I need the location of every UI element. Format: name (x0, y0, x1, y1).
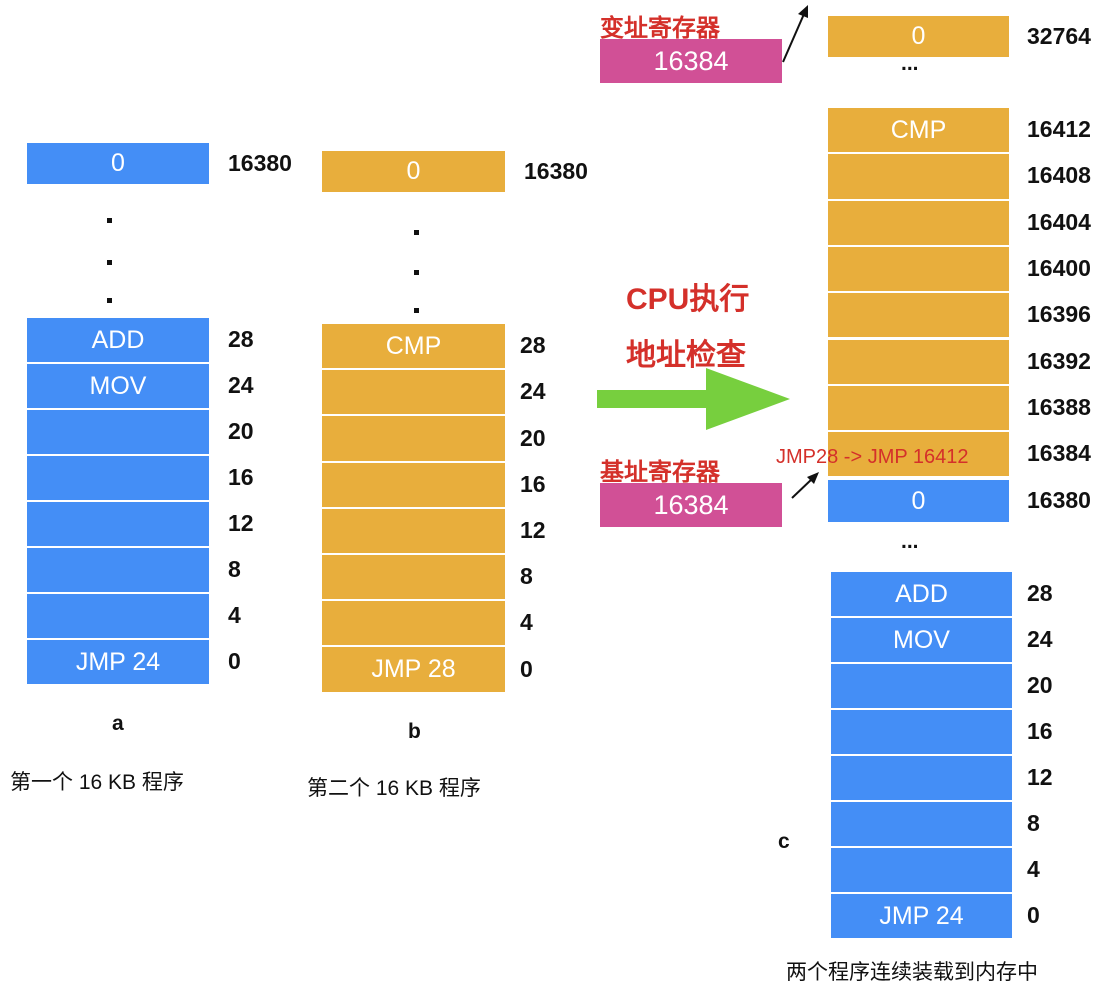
program-b-top-address: 16380 (524, 157, 588, 184)
program-a-cell (27, 594, 209, 640)
memory-upper-address: 16392 (1027, 347, 1091, 374)
program-b-cell (322, 370, 505, 417)
program-b-cell (322, 601, 505, 648)
ellipsis-dot (414, 230, 419, 235)
caption-a: 第一个 16 KB 程序 (10, 771, 184, 794)
memory-top-cell: 0 (828, 16, 1009, 59)
program-b-cell (322, 462, 505, 509)
memory-lower-cell (831, 664, 1012, 710)
memory-lower-cell: MOV (831, 618, 1012, 664)
memory-boundary-address: 16380 (1027, 487, 1091, 513)
program-a-address: 12 (228, 510, 254, 536)
memory-upper-cell (828, 200, 1009, 247)
memory-upper-cell (828, 432, 1009, 479)
memory-upper-cell: CMP (828, 108, 1009, 155)
memory-upper-address: 16400 (1027, 255, 1091, 282)
program-b-address: 8 (520, 563, 533, 590)
program-a-address: 20 (228, 418, 254, 444)
program-b-address: 28 (520, 332, 546, 359)
program-a-cell (27, 502, 209, 548)
memory-top-address: 32764 (1027, 22, 1091, 49)
relocation-note: JMP28 -> JMP 16412 (776, 446, 969, 468)
green-arrow (597, 368, 790, 430)
program-a-top-address: 16380 (228, 149, 292, 176)
program-a-address: 8 (228, 556, 241, 582)
base-pointer-arrow (791, 472, 819, 499)
memory-lower-cell (831, 848, 1012, 894)
limit-register: 16384 (600, 39, 782, 83)
program-b-cell (322, 508, 505, 555)
memory-lower-cell (831, 710, 1012, 756)
ellipsis-dot (107, 298, 112, 303)
program-b-address: 0 (520, 655, 533, 682)
memory-lower-address: 12 (1027, 764, 1053, 790)
memory-upper-cell (828, 246, 1009, 294)
label-b: b (408, 720, 421, 743)
caption-c: 两个程序连续装载到内存中 (786, 961, 1038, 984)
program-a-cell: ADD (27, 318, 209, 364)
program-a-cell: MOV (27, 364, 209, 410)
limit-register-label: 变址寄存器 (600, 15, 720, 42)
memory-upper-address: 16404 (1027, 208, 1091, 235)
program-a-cell (27, 548, 209, 594)
memory-lower-address: 28 (1027, 580, 1053, 606)
program-b-address: 4 (520, 609, 533, 636)
memory-lower-address: 20 (1027, 672, 1053, 698)
memory-upper-cell (828, 385, 1009, 433)
program-b-cell: CMP (322, 324, 505, 371)
memory-lower-address: 0 (1027, 902, 1040, 928)
program-a-cell: JMP 24 (27, 640, 209, 686)
ellipsis-dot (414, 308, 419, 313)
program-a-address: 24 (228, 372, 254, 398)
memory-boundary-cell: 0 (828, 480, 1009, 524)
memory-lower-address: 16 (1027, 718, 1053, 744)
memory-upper-cell (828, 154, 1009, 201)
memory-lower-cell (831, 756, 1012, 802)
program-a-cell (27, 456, 209, 502)
ellipsis-dot (107, 260, 112, 265)
program-a-cell (27, 410, 209, 456)
program-a-address: 0 (228, 648, 241, 674)
base-register-label: 基址寄存器 (600, 459, 720, 486)
memory-upper-address: 16396 (1027, 301, 1091, 328)
memory-lower-cell (831, 802, 1012, 848)
program-b-top-cell: 0 (322, 151, 505, 194)
base-register: 16384 (600, 483, 782, 527)
program-b-address: 20 (520, 424, 546, 451)
caption-b: 第二个 16 KB 程序 (307, 777, 481, 800)
program-b-cell (322, 416, 505, 463)
memory-upper-address: 16412 (1027, 116, 1091, 143)
program-a-address: 16 (228, 464, 254, 490)
ellipsis-dot (414, 270, 419, 275)
label-c: c (778, 830, 790, 853)
memory-lower-address: 4 (1027, 856, 1040, 882)
program-a-top-cell: 0 (27, 143, 209, 186)
program-b-address: 16 (520, 470, 546, 497)
arrow-label-cpu: CPU执行 (626, 283, 750, 316)
ellipsis-dot (107, 218, 112, 223)
ellipsis-bottom: ... (901, 530, 919, 553)
memory-lower-cell: ADD (831, 572, 1012, 618)
memory-upper-cell (828, 339, 1009, 386)
memory-upper-address: 16384 (1027, 440, 1091, 467)
program-b-cell: JMP 28 (322, 647, 505, 694)
arrow-label-check: 地址检查 (626, 339, 746, 372)
program-b-address: 24 (520, 378, 546, 405)
memory-upper-cell (828, 293, 1009, 340)
memory-lower-cell: JMP 24 (831, 894, 1012, 940)
label-a: a (112, 712, 124, 735)
memory-upper-address: 16408 (1027, 162, 1091, 189)
program-a-address: 4 (228, 602, 241, 628)
memory-upper-address: 16388 (1027, 393, 1091, 420)
limit-pointer-arrow (782, 5, 808, 63)
program-a-address: 28 (228, 326, 254, 352)
program-b-address: 12 (520, 516, 546, 543)
program-b-cell (322, 555, 505, 602)
memory-lower-address: 8 (1027, 810, 1040, 836)
memory-lower-address: 24 (1027, 626, 1053, 652)
